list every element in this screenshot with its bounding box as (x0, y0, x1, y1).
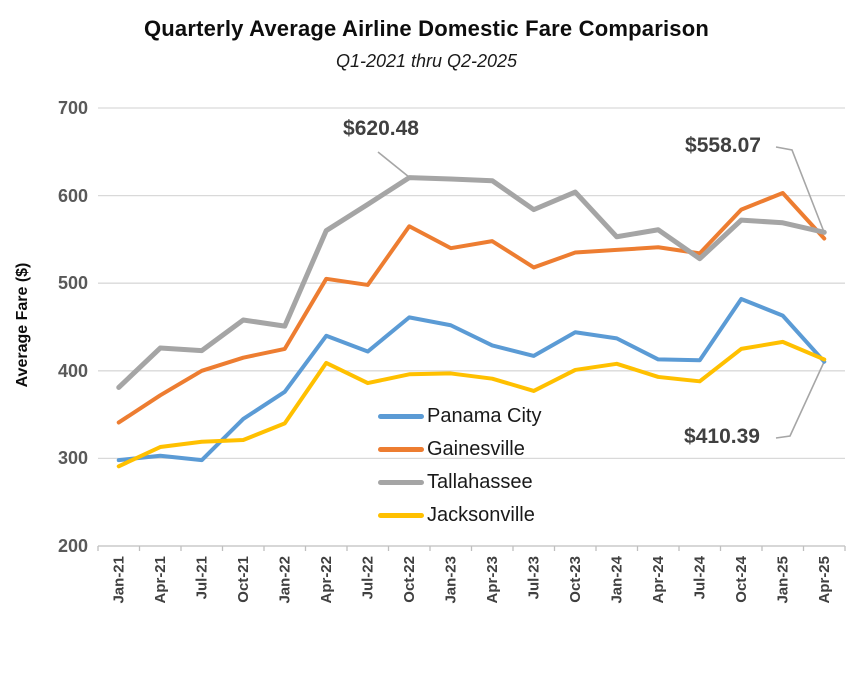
y-tick-label-400: 400 (57, 360, 88, 381)
chart-subtitle: Q1-2021 thru Q2-2025 (335, 51, 518, 71)
legend-item-tallahassee: Tallahassee (378, 469, 542, 496)
y-tick-label-200: 200 (57, 536, 88, 556)
x-tick-label-apr-23: Apr-23 (484, 556, 501, 604)
legend: Panama City Gainesville Tallahassee Jackson… (378, 403, 542, 535)
annotation-leader-2 (775, 361, 825, 439)
annotation-leader-0 (377, 151, 410, 178)
annotation-oct22-tallahassee: $620.48 (343, 117, 419, 140)
x-tick-label-jan-23: Jan-23 (442, 556, 459, 604)
legend-label: Gainesville (427, 438, 525, 460)
legend-swatch-icon (378, 513, 424, 518)
legend-swatch-icon (378, 447, 424, 452)
x-tick-label-jul-21: Jul-21 (193, 556, 210, 599)
x-tick-label-jan-21: Jan-21 (110, 556, 127, 604)
y-tick-label-300: 300 (57, 448, 88, 469)
x-tick-label-jan-22: Jan-22 (276, 556, 293, 604)
x-tick-label-oct-23: Oct-23 (567, 556, 584, 603)
x-tick-label-jan-24: Jan-24 (608, 555, 625, 603)
y-tick-label-600: 600 (57, 185, 88, 206)
series-line-jacksonville (116, 339, 827, 469)
annotation-apr25-tallahassee: $558.07 (685, 134, 761, 157)
x-tick-label-apr-25: Apr-25 (816, 556, 833, 604)
x-tick-label-jul-24: Jul-24 (691, 555, 708, 599)
x-tick-label-jan-25: Jan-25 (774, 556, 791, 604)
x-tick-label-apr-21: Apr-21 (152, 556, 169, 604)
legend-item-jacksonville: Jacksonville (378, 502, 542, 529)
x-tick-label-oct-22: Oct-22 (401, 556, 418, 603)
x-tick-label-jul-22: Jul-22 (359, 556, 376, 599)
annotation-leader-1 (775, 146, 825, 233)
series-line-gainesville (116, 190, 827, 425)
series-line-panama-city (116, 296, 827, 463)
x-tick-label-oct-21: Oct-21 (235, 556, 252, 603)
x-tick-label-apr-24: Apr-24 (650, 555, 667, 603)
x-tick-label-apr-22: Apr-22 (318, 556, 335, 604)
series-line-tallahassee (116, 175, 827, 390)
chart-title: Quarterly Average Airline Domestic Fare … (143, 16, 710, 41)
legend-swatch-icon (378, 480, 424, 485)
x-tick-label-jul-23: Jul-23 (525, 556, 542, 599)
y-tick-label-700: 700 (57, 98, 88, 118)
legend-label: Panama City (427, 405, 542, 427)
x-tick-label-oct-24: Oct-24 (733, 555, 750, 602)
annotation-apr25-panama-city: $410.39 (684, 425, 760, 448)
y-axis-title: Average Fare ($) (14, 262, 31, 388)
legend-item-gainesville: Gainesville (378, 436, 542, 463)
y-tick-label-500: 500 (57, 273, 88, 294)
legend-item-panama-city: Panama City (378, 403, 542, 430)
legend-swatch-icon (378, 414, 424, 419)
legend-label: Tallahassee (427, 471, 533, 493)
legend-label: Jacksonville (427, 504, 535, 526)
